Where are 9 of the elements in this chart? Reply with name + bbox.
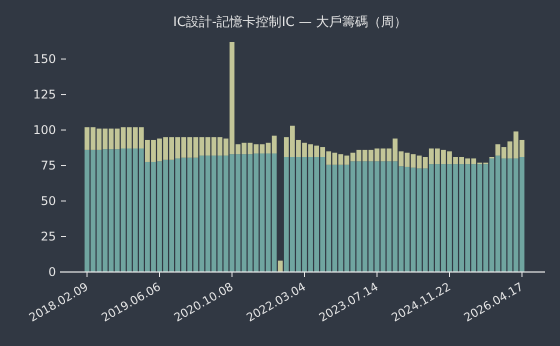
bar [278,260,283,272]
y-tick-label: 0 [48,265,56,279]
y-tick-label: 50 [40,194,56,208]
y-tick-label: 75 [40,158,56,173]
chart-title: IC設計-記憶卡控制IC — 大戶籌碼（周） [173,15,407,30]
y-tick-label: 100 [33,123,56,138]
y-tick-label: 150 [33,52,56,66]
y-tick-label: 25 [40,230,56,244]
y-tick-label: 125 [33,88,56,102]
